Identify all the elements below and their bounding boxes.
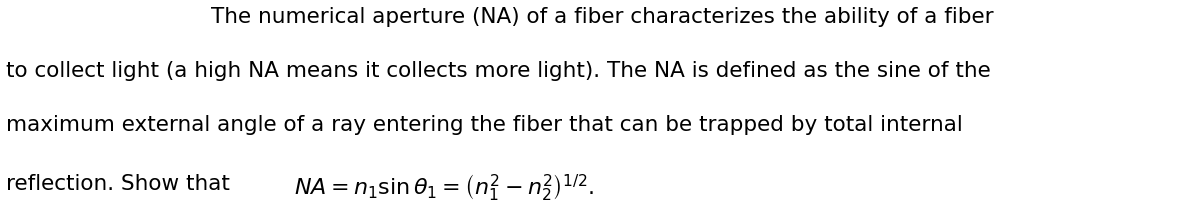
Text: The numerical aperture (NA) of a fiber characterizes the ability of a fiber: The numerical aperture (NA) of a fiber c… bbox=[211, 7, 994, 26]
Text: $NA = n_1 \sin\theta_1 = \left(n_1^2 - n_2^2\right)^{1/2}$.: $NA = n_1 \sin\theta_1 = \left(n_1^2 - n… bbox=[294, 173, 594, 203]
Text: reflection. Show that: reflection. Show that bbox=[6, 174, 229, 194]
Text: to collect light (a high NA means it collects more light). The NA is defined as : to collect light (a high NA means it col… bbox=[6, 61, 990, 81]
Text: maximum external angle of a ray entering the fiber that can be trapped by total : maximum external angle of a ray entering… bbox=[6, 115, 962, 135]
